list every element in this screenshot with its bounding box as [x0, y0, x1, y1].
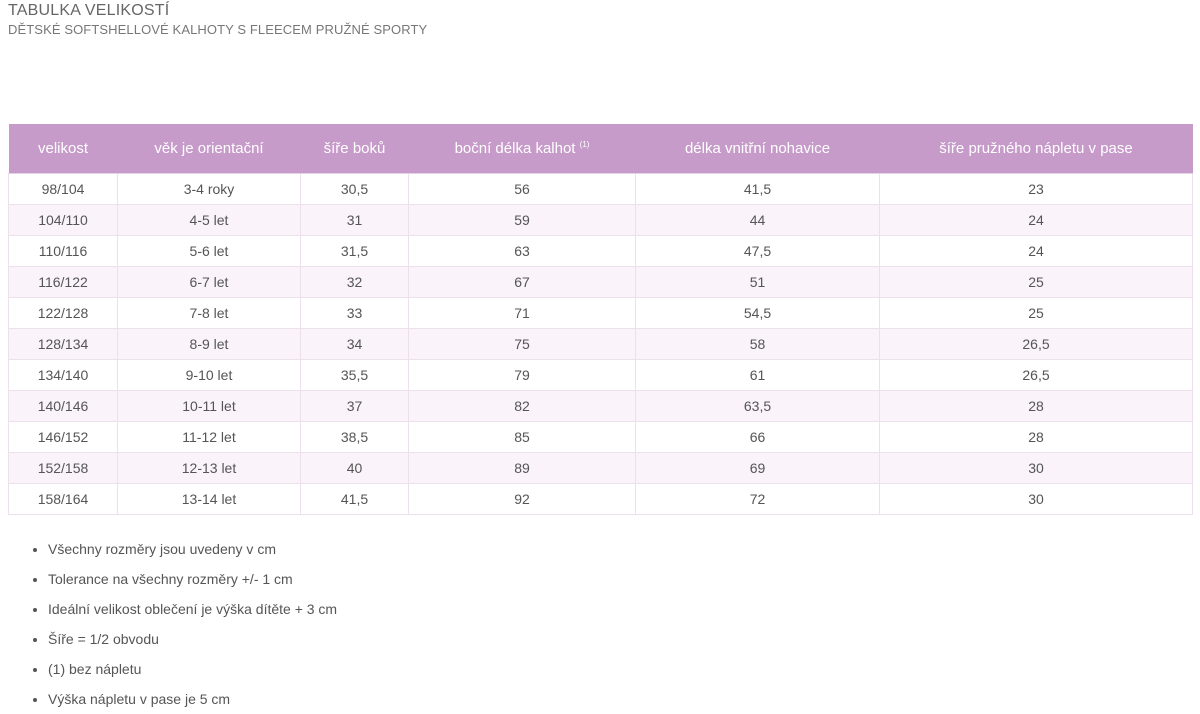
hip-width-cell: 33 [300, 297, 409, 329]
hip-width-cell: 34 [300, 328, 409, 360]
inseam-cell: 41,5 [635, 173, 880, 205]
page-subtitle: DĚTSKÉ SOFTSHELLOVÉ KALHOTY S FLEECEM PR… [8, 22, 428, 37]
waistband-width-cell: 26,5 [879, 328, 1193, 360]
side-length-cell: 67 [408, 266, 636, 298]
inseam-cell: 66 [635, 421, 880, 453]
side-length-cell: 59 [408, 204, 636, 236]
age-cell: 6-7 let [117, 266, 301, 298]
age-cell: 13-14 let [117, 483, 301, 515]
size-cell: 128/134 [8, 328, 118, 360]
table-row: 146/152 11-12 let 38,5 85 66 28 [8, 421, 1193, 453]
age-cell: 9-10 let [117, 359, 301, 391]
age-cell: 10-11 let [117, 390, 301, 422]
note-item: (1) bez nápletu [48, 654, 337, 684]
size-cell: 116/122 [8, 266, 118, 298]
table-row: 140/146 10-11 let 37 82 63,5 28 [8, 390, 1193, 422]
table-header-row: velikost věk je orientační šíře boků boč… [8, 124, 1193, 174]
notes-list: Všechny rozměry jsou uvedeny v cmToleran… [30, 534, 337, 714]
side-length-cell: 79 [408, 359, 636, 391]
side-length-cell: 71 [408, 297, 636, 329]
inseam-cell: 51 [635, 266, 880, 298]
hip-width-cell: 38,5 [300, 421, 409, 453]
table-row: 122/128 7-8 let 33 71 54,5 25 [8, 297, 1193, 329]
column-header-waistband-width: šíře pružného nápletu v pase [879, 124, 1193, 174]
table-row: 152/158 12-13 let 40 89 69 30 [8, 452, 1193, 484]
note-item: Šíře = 1/2 obvodu [48, 624, 337, 654]
note-item: Tolerance na všechny rozměry +/- 1 cm [48, 564, 337, 594]
hip-width-cell: 41,5 [300, 483, 409, 515]
size-cell: 98/104 [8, 173, 118, 205]
column-header-size: velikost [8, 124, 118, 174]
column-header-side-length-label: boční délka kalhot [454, 140, 576, 157]
side-length-cell: 82 [408, 390, 636, 422]
table-row: 98/104 3-4 roky 30,5 56 41,5 23 [8, 173, 1193, 205]
size-cell: 104/110 [8, 204, 118, 236]
size-cell: 134/140 [8, 359, 118, 391]
table-row: 110/116 5-6 let 31,5 63 47,5 24 [8, 235, 1193, 267]
age-cell: 4-5 let [117, 204, 301, 236]
side-length-cell: 89 [408, 452, 636, 484]
waistband-width-cell: 23 [879, 173, 1193, 205]
size-cell: 110/116 [8, 235, 118, 267]
side-length-cell: 63 [408, 235, 636, 267]
age-cell: 7-8 let [117, 297, 301, 329]
table-row: 158/164 13-14 let 41,5 92 72 30 [8, 483, 1193, 515]
hip-width-cell: 37 [300, 390, 409, 422]
hip-width-cell: 40 [300, 452, 409, 484]
inseam-cell: 58 [635, 328, 880, 360]
inseam-cell: 72 [635, 483, 880, 515]
hip-width-cell: 30,5 [300, 173, 409, 205]
side-length-cell: 85 [408, 421, 636, 453]
size-cell: 158/164 [8, 483, 118, 515]
waistband-width-cell: 30 [879, 452, 1193, 484]
hip-width-cell: 31 [300, 204, 409, 236]
inseam-cell: 47,5 [635, 235, 880, 267]
side-length-cell: 56 [408, 173, 636, 205]
inseam-cell: 61 [635, 359, 880, 391]
waistband-width-cell: 28 [879, 390, 1193, 422]
table-row: 134/140 9-10 let 35,5 79 61 26,5 [8, 359, 1193, 391]
size-table: velikost věk je orientační šíře boků boč… [8, 124, 1193, 515]
inseam-cell: 44 [635, 204, 880, 236]
size-cell: 152/158 [8, 452, 118, 484]
side-length-cell: 75 [408, 328, 636, 360]
note-item: Výška nápletu v pase je 5 cm [48, 684, 337, 714]
age-cell: 11-12 let [117, 421, 301, 453]
waistband-width-cell: 24 [879, 204, 1193, 236]
waistband-width-cell: 28 [879, 421, 1193, 453]
size-cell: 146/152 [8, 421, 118, 453]
age-cell: 12-13 let [117, 452, 301, 484]
inseam-cell: 63,5 [635, 390, 880, 422]
hip-width-cell: 32 [300, 266, 409, 298]
footnote-mark: (1) [579, 140, 590, 149]
waistband-width-cell: 30 [879, 483, 1193, 515]
inseam-cell: 54,5 [635, 297, 880, 329]
waistband-width-cell: 25 [879, 266, 1193, 298]
table-row: 104/110 4-5 let 31 59 44 24 [8, 204, 1193, 236]
size-cell: 140/146 [8, 390, 118, 422]
waistband-width-cell: 25 [879, 297, 1193, 329]
hip-width-cell: 35,5 [300, 359, 409, 391]
note-item: Všechny rozměry jsou uvedeny v cm [48, 534, 337, 564]
hip-width-cell: 31,5 [300, 235, 409, 267]
column-header-age: věk je orientační [117, 124, 301, 174]
column-header-hip-width: šíře boků [300, 124, 409, 174]
inseam-cell: 69 [635, 452, 880, 484]
column-header-side-length: boční délka kalhot (1) [408, 124, 636, 174]
age-cell: 5-6 let [117, 235, 301, 267]
side-length-cell: 92 [408, 483, 636, 515]
note-item: Ideální velikost oblečení je výška dítět… [48, 594, 337, 624]
age-cell: 3-4 roky [117, 173, 301, 205]
column-header-inseam: délka vnitřní nohavice [635, 124, 880, 174]
waistband-width-cell: 26,5 [879, 359, 1193, 391]
page-title: TABULKA VELIKOSTÍ [8, 2, 170, 19]
table-row: 116/122 6-7 let 32 67 51 25 [8, 266, 1193, 298]
waistband-width-cell: 24 [879, 235, 1193, 267]
size-cell: 122/128 [8, 297, 118, 329]
age-cell: 8-9 let [117, 328, 301, 360]
table-row: 128/134 8-9 let 34 75 58 26,5 [8, 328, 1193, 360]
